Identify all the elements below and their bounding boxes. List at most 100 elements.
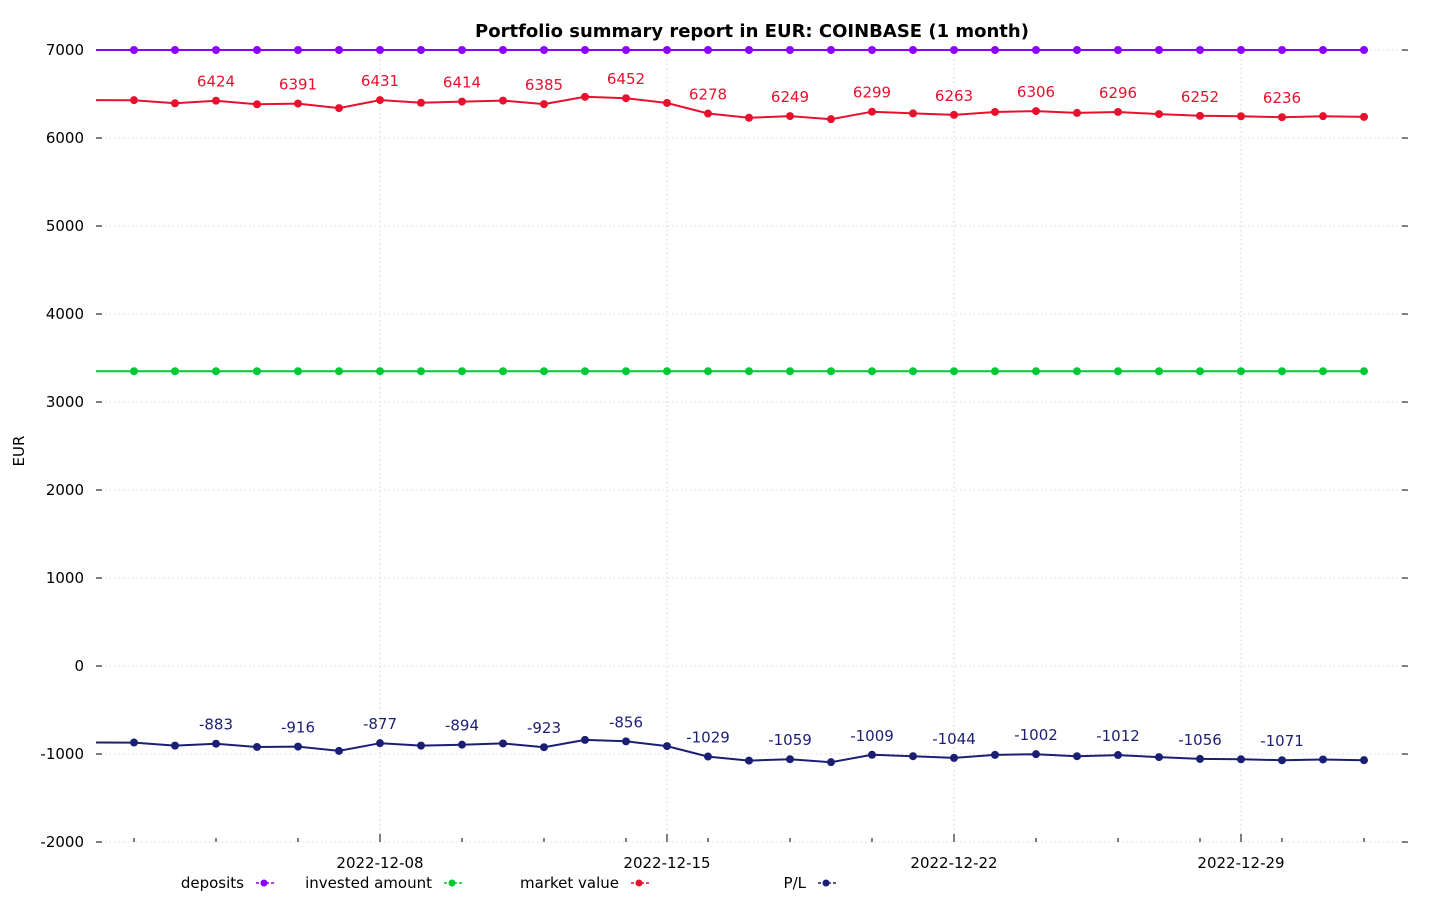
data-point	[376, 739, 384, 748]
legend-label: invested amount	[305, 874, 432, 892]
data-point	[1155, 367, 1163, 376]
data-label: -883	[199, 716, 233, 734]
data-point	[950, 753, 958, 762]
data-point	[499, 46, 507, 54]
data-point	[458, 740, 466, 749]
data-point	[458, 367, 466, 376]
data-label: 6296	[1099, 84, 1137, 102]
data-point	[991, 46, 999, 54]
legend-marker	[448, 879, 456, 887]
data-label: 6391	[279, 76, 317, 94]
data-label: -1044	[932, 730, 976, 748]
data-point	[663, 98, 671, 107]
data-point	[622, 367, 630, 376]
data-point	[253, 100, 261, 109]
data-point	[376, 96, 384, 105]
data-point	[909, 109, 917, 118]
data-point	[1196, 754, 1204, 763]
data-label: 6306	[1017, 83, 1055, 101]
data-point	[1360, 756, 1368, 765]
data-point	[909, 367, 917, 376]
data-point	[417, 46, 425, 54]
y-tick-label: 3000	[46, 393, 84, 411]
data-point	[1360, 112, 1368, 121]
data-point	[950, 367, 958, 376]
chart-title: Portfolio summary report in EUR: COINBAS…	[475, 21, 1029, 42]
data-point	[1073, 46, 1081, 54]
data-point	[1278, 756, 1286, 765]
data-point	[622, 94, 630, 103]
data-point	[827, 367, 835, 376]
data-label: 6236	[1263, 89, 1301, 107]
data-point	[212, 367, 220, 376]
data-point	[1155, 46, 1163, 54]
data-point	[130, 46, 138, 54]
data-point	[540, 100, 548, 109]
data-label: 6414	[443, 74, 481, 92]
x-tick-label: 2022-12-08	[336, 854, 423, 872]
data-point	[171, 46, 179, 54]
y-tick-label: 5000	[46, 217, 84, 235]
data-point	[1278, 113, 1286, 122]
data-label: 6385	[525, 76, 563, 94]
data-point	[827, 758, 835, 767]
data-point	[950, 46, 958, 54]
data-point	[294, 46, 302, 54]
data-point	[868, 107, 876, 116]
data-point	[1114, 46, 1122, 54]
x-tick-label: 2022-12-22	[910, 854, 997, 872]
data-point	[991, 367, 999, 376]
data-label: -1056	[1178, 731, 1222, 749]
data-point	[130, 367, 138, 376]
legend-marker	[822, 879, 830, 887]
data-label: 6252	[1181, 88, 1219, 106]
data-label: -916	[281, 719, 315, 737]
data-point	[827, 115, 835, 124]
data-point	[1196, 367, 1204, 376]
data-point	[171, 367, 179, 376]
data-point	[1319, 112, 1327, 121]
y-tick-label: 6000	[46, 129, 84, 147]
y-tick-label: -1000	[40, 745, 84, 763]
y-tick-label: -2000	[40, 833, 84, 851]
data-point	[499, 367, 507, 376]
data-label: -1002	[1014, 726, 1058, 744]
data-point	[294, 742, 302, 751]
data-point	[1114, 367, 1122, 376]
legend-marker	[260, 879, 268, 887]
series-line	[95, 738, 1365, 764]
data-point	[991, 750, 999, 759]
y-tick-label: 4000	[46, 305, 84, 323]
data-label: 6452	[607, 70, 645, 88]
data-point	[540, 743, 548, 752]
data-label: 6299	[853, 84, 891, 102]
data-point	[704, 46, 712, 54]
data-point	[581, 92, 589, 101]
data-point	[1155, 753, 1163, 762]
data-point	[1278, 367, 1286, 376]
data-point	[1155, 110, 1163, 119]
data-point	[622, 46, 630, 54]
data-point	[335, 367, 343, 376]
data-point	[991, 107, 999, 116]
data-point	[212, 96, 220, 105]
data-point	[1237, 367, 1245, 376]
data-point	[1237, 755, 1245, 764]
series-line	[95, 95, 1365, 121]
data-point	[581, 46, 589, 54]
data-point	[786, 367, 794, 376]
data-point	[458, 97, 466, 106]
data-point	[950, 110, 958, 119]
data-point	[581, 367, 589, 376]
data-label: 6278	[689, 86, 727, 104]
data-label: -856	[609, 713, 643, 731]
data-point	[745, 367, 753, 376]
data-point	[1032, 367, 1040, 376]
data-point	[909, 752, 917, 761]
grid-lines	[96, 49, 1408, 843]
data-point	[212, 46, 220, 54]
data-point	[1196, 111, 1204, 120]
data-point	[1073, 752, 1081, 761]
data-point	[417, 741, 425, 750]
